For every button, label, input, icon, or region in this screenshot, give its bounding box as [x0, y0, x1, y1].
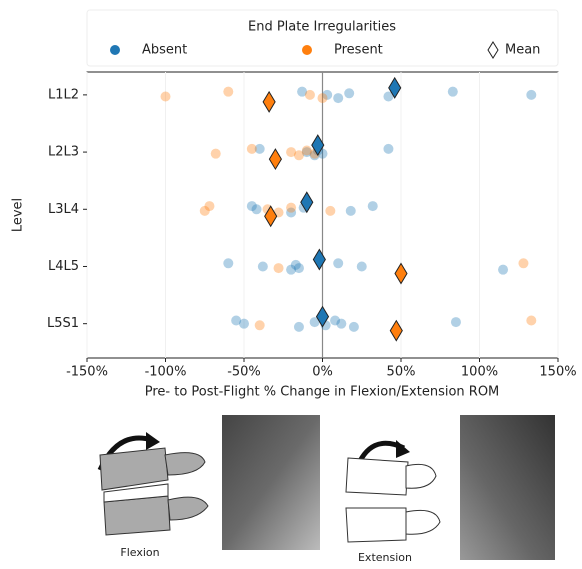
x-tick-label: -100%: [145, 365, 187, 380]
data-point: [210, 148, 221, 159]
y-tick-label: L3L4: [48, 202, 79, 217]
y-tick-label: L2L3: [48, 145, 79, 160]
data-point: [367, 201, 378, 212]
illustration: [97, 415, 555, 560]
data-point: [257, 261, 268, 272]
data-point: [160, 91, 171, 102]
data-point: [297, 86, 308, 97]
data-point: [317, 93, 328, 104]
mean-marker: [315, 305, 330, 328]
mean-marker: [311, 134, 325, 157]
data-point: [447, 86, 458, 97]
data-point: [526, 315, 537, 326]
mean-marker: [262, 90, 276, 113]
data-point: [333, 258, 344, 269]
data-point: [223, 86, 234, 97]
mean-marker: [389, 319, 403, 342]
data-point: [204, 201, 215, 212]
y-tick-label: L4L5: [48, 259, 79, 274]
flexion-label: Flexion: [120, 546, 159, 559]
data-point: [254, 320, 265, 331]
data-point: [383, 91, 394, 102]
data-point: [322, 89, 333, 100]
legend-marker: [110, 45, 120, 55]
mean-marker: [394, 262, 408, 285]
data-point: [290, 259, 301, 270]
data-point: [251, 204, 262, 215]
y-tick-label: L1L2: [48, 87, 79, 102]
mean-marker: [388, 76, 402, 99]
legend-marker: [302, 45, 312, 55]
data-point: [345, 205, 356, 216]
x-tick-label: 0%: [312, 365, 333, 380]
x-tick-label: 150%: [539, 365, 576, 380]
data-point: [273, 263, 284, 274]
data-point: [333, 93, 344, 104]
data-point: [498, 264, 509, 275]
legend-label: Absent: [142, 43, 187, 58]
data-point: [286, 264, 297, 275]
data-point: [518, 258, 529, 269]
data-point: [254, 143, 265, 154]
extension-label: Extension: [358, 551, 412, 564]
data-point: [309, 317, 320, 328]
data-point: [286, 202, 297, 213]
data-point: [344, 88, 355, 99]
data-point: [348, 321, 359, 332]
x-tick-label: -50%: [227, 365, 261, 380]
legend-marker: [487, 41, 499, 59]
x-axis-label: Pre- to Post-Flight % Change in Flexion/…: [145, 385, 500, 400]
data-point: [231, 315, 242, 326]
legend-box: [86, 9, 559, 67]
mean-marker: [312, 248, 326, 271]
mean-marker: [264, 205, 278, 228]
data-point: [301, 145, 312, 156]
mean-marker: [300, 191, 314, 214]
data-point: [199, 205, 210, 216]
data-point: [336, 318, 347, 329]
data-point: [293, 263, 304, 274]
data-point: [450, 317, 461, 328]
y-axis-label: Level: [11, 198, 26, 232]
data-point: [301, 147, 312, 158]
data-point: [246, 143, 257, 154]
data-point: [325, 205, 336, 216]
y-tick-label: L5S1: [47, 316, 79, 331]
legend-label: Mean: [505, 43, 540, 58]
data-point: [356, 261, 367, 272]
legend-title: End Plate Irregularities: [248, 20, 396, 35]
x-tick-label: 50%: [387, 365, 416, 380]
data-point: [526, 89, 537, 100]
legend-label: Present: [334, 43, 383, 58]
data-point: [223, 258, 234, 269]
data-point: [304, 89, 315, 100]
data-point: [330, 315, 341, 326]
data-point: [383, 143, 394, 154]
data-point: [293, 150, 304, 161]
data-point: [286, 207, 297, 218]
x-tick-label: -150%: [66, 365, 108, 380]
mean-marker: [268, 148, 282, 171]
data-point: [293, 321, 304, 332]
data-point: [286, 147, 297, 158]
data-point: [246, 201, 257, 212]
x-tick-label: 100%: [461, 365, 498, 380]
data-point: [239, 318, 249, 329]
